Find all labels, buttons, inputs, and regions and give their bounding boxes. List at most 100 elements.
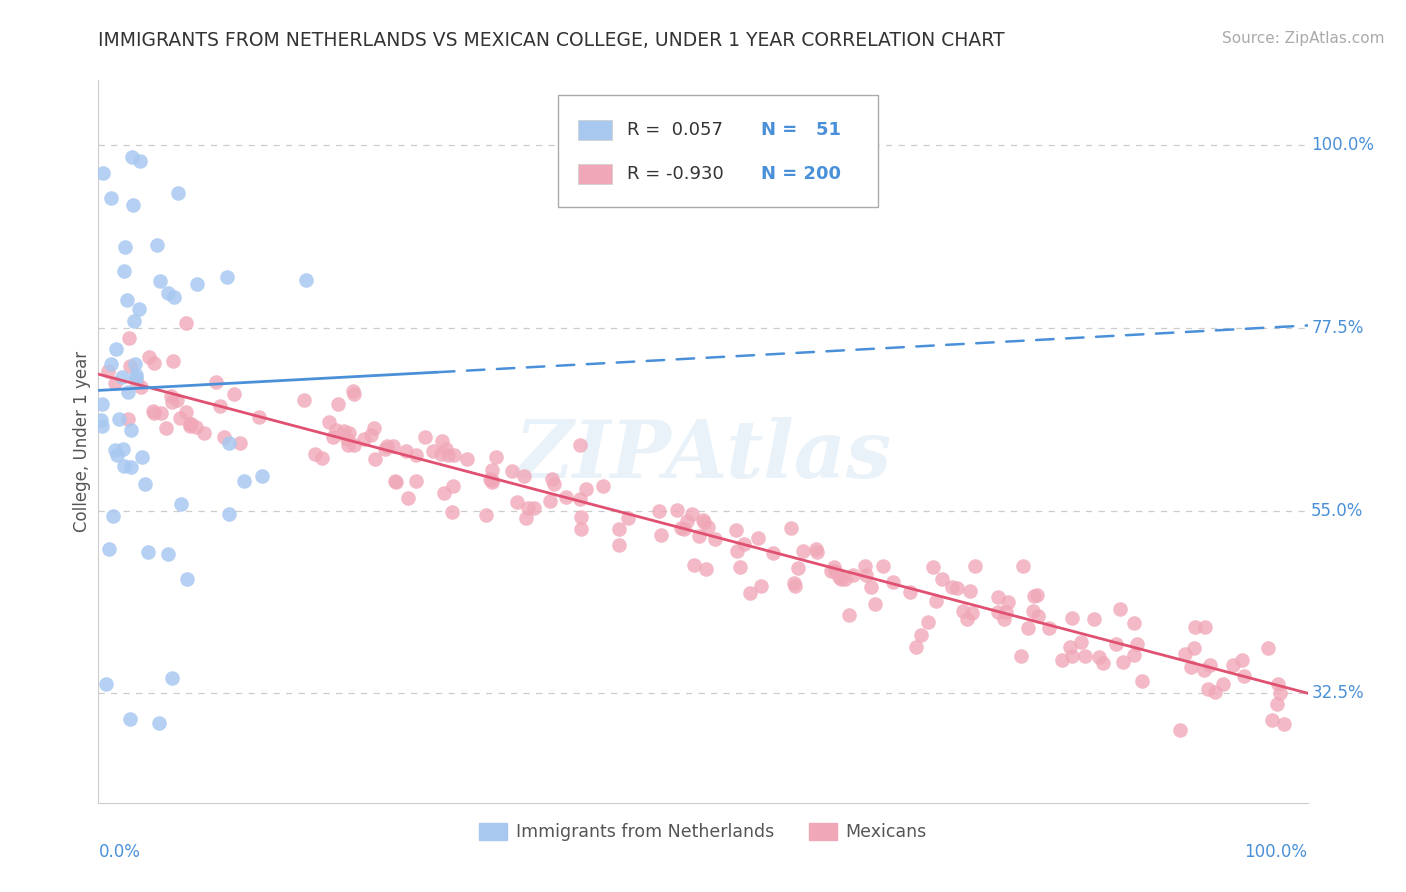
Point xyxy=(838,608,860,623)
Point xyxy=(1180,660,1202,674)
Point xyxy=(738,586,761,600)
Point xyxy=(163,290,186,304)
Point xyxy=(898,584,921,599)
Point xyxy=(430,434,453,448)
Point xyxy=(441,479,464,493)
Point xyxy=(515,510,537,524)
Point xyxy=(692,513,714,527)
Point xyxy=(224,387,246,401)
Point xyxy=(569,522,592,536)
Point xyxy=(513,468,536,483)
Point xyxy=(1038,621,1060,635)
Point xyxy=(1088,649,1111,664)
Point xyxy=(209,399,232,413)
Point xyxy=(571,510,593,524)
Point xyxy=(1194,664,1216,678)
Point xyxy=(325,423,347,437)
Point xyxy=(433,485,456,500)
Point xyxy=(382,439,405,453)
Point xyxy=(160,671,183,685)
Point xyxy=(481,463,503,477)
Point xyxy=(117,384,139,399)
Point xyxy=(343,387,366,401)
Point xyxy=(834,572,856,586)
Point xyxy=(166,392,188,407)
Point xyxy=(179,419,201,434)
Point xyxy=(124,357,146,371)
Point xyxy=(179,417,201,431)
Point xyxy=(872,558,894,573)
Point xyxy=(174,316,197,330)
Point xyxy=(117,293,139,307)
Point xyxy=(751,579,773,593)
Point xyxy=(374,442,396,456)
Point xyxy=(120,423,142,437)
Point xyxy=(804,542,827,557)
Point xyxy=(1060,648,1083,663)
Text: 55.0%: 55.0% xyxy=(1312,501,1364,519)
Point xyxy=(1123,648,1146,663)
Point xyxy=(762,546,785,560)
Point xyxy=(987,605,1010,619)
Point xyxy=(1059,640,1081,654)
Point xyxy=(112,264,135,278)
Point xyxy=(733,536,755,550)
Point xyxy=(1109,601,1132,615)
Point xyxy=(217,269,239,284)
Point xyxy=(922,560,945,574)
Text: R = -0.930: R = -0.930 xyxy=(627,165,724,183)
Point xyxy=(955,612,977,626)
Point xyxy=(783,576,806,591)
Point xyxy=(342,384,364,399)
Point xyxy=(295,273,318,287)
Point xyxy=(541,472,564,486)
Point xyxy=(180,417,202,431)
Point xyxy=(353,432,375,446)
Point xyxy=(429,447,451,461)
Point xyxy=(695,562,717,576)
Point xyxy=(304,447,326,461)
Point xyxy=(650,528,672,542)
Point xyxy=(148,715,170,730)
Point xyxy=(538,494,561,508)
Point xyxy=(91,397,114,411)
Point xyxy=(1199,657,1222,672)
Point xyxy=(384,474,406,488)
Point xyxy=(456,451,478,466)
Point xyxy=(479,472,502,486)
Point xyxy=(607,522,630,536)
Text: 100.0%: 100.0% xyxy=(1312,136,1374,154)
Point xyxy=(437,448,460,462)
Point xyxy=(724,523,747,537)
Point xyxy=(112,459,135,474)
Point xyxy=(676,514,699,528)
Point xyxy=(842,568,865,582)
Point xyxy=(184,420,207,434)
Point xyxy=(145,237,167,252)
Point xyxy=(543,477,565,491)
Point xyxy=(322,430,344,444)
Point xyxy=(1091,656,1114,670)
Point xyxy=(941,580,963,594)
Point xyxy=(405,448,427,462)
Point xyxy=(806,545,828,559)
Point xyxy=(1070,635,1092,649)
Point xyxy=(91,166,114,180)
Point xyxy=(859,580,882,594)
Point xyxy=(506,495,529,509)
Point xyxy=(1265,697,1288,711)
Point xyxy=(830,572,852,586)
Point xyxy=(96,677,118,691)
Point xyxy=(129,379,152,393)
Point xyxy=(120,460,142,475)
Point xyxy=(481,475,503,490)
Point xyxy=(205,375,228,389)
Point xyxy=(728,560,751,574)
Point xyxy=(820,564,842,578)
Point xyxy=(904,640,927,655)
Point xyxy=(360,428,382,442)
Point xyxy=(343,438,366,452)
Point xyxy=(1230,653,1253,667)
Point xyxy=(108,412,131,426)
Point xyxy=(434,442,457,456)
